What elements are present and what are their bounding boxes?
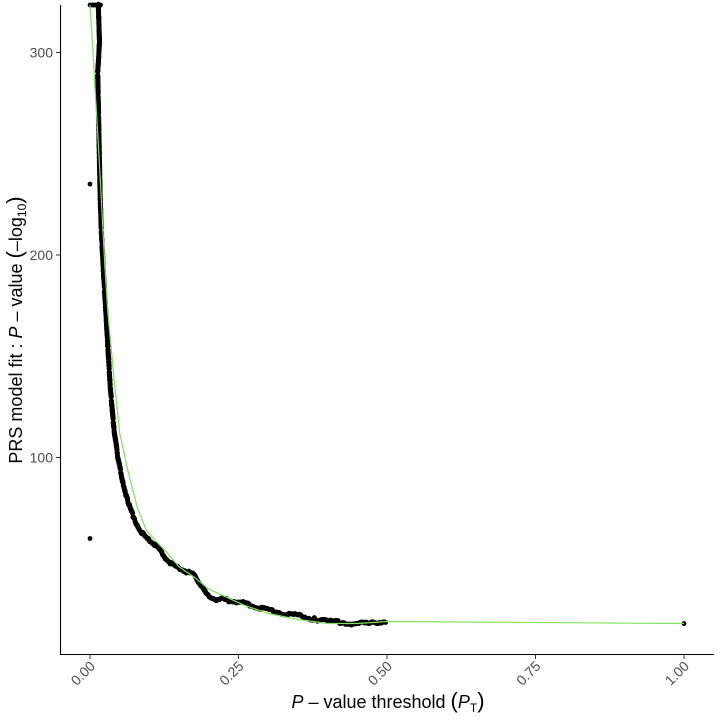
data-point <box>681 621 687 626</box>
x-axis-title: P – value threshold (PT) <box>291 688 484 715</box>
data-point <box>87 181 93 187</box>
data-point <box>87 536 93 541</box>
x-tick-label: 0.50 <box>365 658 396 689</box>
y-tick-label: 100 <box>30 450 54 466</box>
x-tick-label: 1.00 <box>662 658 693 689</box>
x-tick-label: 0.25 <box>216 658 247 689</box>
x-tick-label: 0.75 <box>513 658 544 689</box>
y-axis-ticks: 100 200 300 <box>30 45 60 466</box>
y-tick-label: 200 <box>30 247 54 263</box>
data-point <box>129 510 136 516</box>
data-point <box>95 69 101 75</box>
y-tick-label: 300 <box>30 45 54 61</box>
data-point <box>110 415 116 422</box>
data-points <box>87 1 687 628</box>
x-tick-label: 0.00 <box>68 658 99 689</box>
data-point <box>108 394 114 400</box>
y-axis-title: PRS model fit : P – value (–log10) <box>2 196 29 463</box>
x-axis-ticks: 0.00 0.25 0.50 0.75 1.00 <box>68 655 693 689</box>
data-point <box>98 2 103 8</box>
fitted-curve-line <box>89 4 685 625</box>
